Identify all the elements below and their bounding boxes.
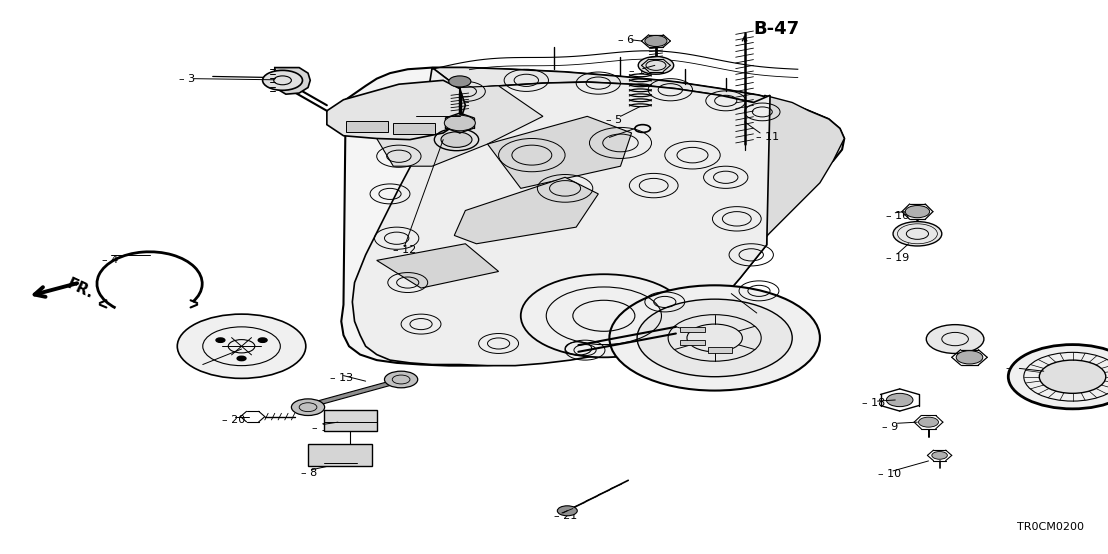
Text: – 20: – 20 [222, 415, 245, 425]
FancyBboxPatch shape [346, 121, 388, 132]
Text: – 6: – 6 [618, 35, 635, 45]
Circle shape [1008, 345, 1108, 409]
Circle shape [441, 132, 472, 147]
FancyBboxPatch shape [308, 444, 372, 466]
Polygon shape [341, 68, 844, 366]
Circle shape [263, 70, 302, 90]
Circle shape [258, 338, 267, 342]
Circle shape [521, 274, 687, 357]
Circle shape [905, 206, 930, 218]
Text: – 19: – 19 [886, 253, 910, 263]
FancyBboxPatch shape [324, 410, 377, 431]
Text: B-47: B-47 [753, 20, 800, 38]
Circle shape [637, 299, 792, 377]
Text: – 4: – 4 [102, 255, 119, 265]
Text: – 3: – 3 [179, 74, 196, 84]
Polygon shape [275, 68, 310, 94]
Text: – 17: – 17 [629, 66, 653, 76]
Polygon shape [327, 80, 465, 140]
Polygon shape [377, 86, 543, 166]
Circle shape [449, 76, 471, 87]
Circle shape [645, 35, 667, 47]
Text: FR.: FR. [64, 276, 96, 302]
Circle shape [557, 506, 577, 516]
Circle shape [291, 399, 325, 416]
Circle shape [216, 338, 225, 342]
Polygon shape [454, 177, 598, 244]
Polygon shape [665, 95, 844, 338]
FancyBboxPatch shape [393, 123, 435, 134]
Text: – 18: – 18 [862, 398, 885, 408]
Text: TR0CM0200: TR0CM0200 [1017, 522, 1084, 532]
Circle shape [932, 452, 947, 459]
Circle shape [956, 351, 983, 364]
Text: – 10: – 10 [878, 469, 901, 479]
Circle shape [444, 115, 475, 131]
Text: – 13: – 13 [330, 373, 353, 383]
Text: – 12: – 12 [393, 245, 417, 255]
Circle shape [177, 314, 306, 378]
Text: – 5: – 5 [606, 115, 623, 125]
Text: – 15: – 15 [312, 423, 336, 433]
Text: – 14: – 14 [1006, 363, 1029, 373]
Circle shape [237, 356, 246, 361]
Polygon shape [377, 244, 499, 288]
Circle shape [1039, 360, 1106, 393]
Circle shape [609, 285, 820, 391]
Polygon shape [488, 116, 632, 188]
Text: – 1: – 1 [194, 363, 211, 373]
Text: – 2: – 2 [762, 311, 779, 321]
Circle shape [893, 222, 942, 246]
Text: – 11: – 11 [756, 132, 779, 142]
Polygon shape [352, 68, 770, 366]
Polygon shape [432, 68, 829, 119]
Circle shape [886, 393, 913, 407]
Text: – 8: – 8 [301, 468, 318, 478]
FancyBboxPatch shape [708, 347, 732, 353]
Circle shape [926, 325, 984, 353]
FancyBboxPatch shape [680, 340, 705, 345]
Circle shape [919, 417, 938, 427]
Circle shape [638, 57, 674, 74]
Text: – 16: – 16 [886, 211, 910, 221]
Text: – 7: – 7 [401, 111, 418, 121]
Text: – 22: – 22 [601, 136, 624, 146]
Text: – 9: – 9 [882, 422, 899, 432]
Circle shape [384, 371, 418, 388]
Text: – 21: – 21 [554, 511, 577, 521]
FancyBboxPatch shape [680, 327, 705, 332]
